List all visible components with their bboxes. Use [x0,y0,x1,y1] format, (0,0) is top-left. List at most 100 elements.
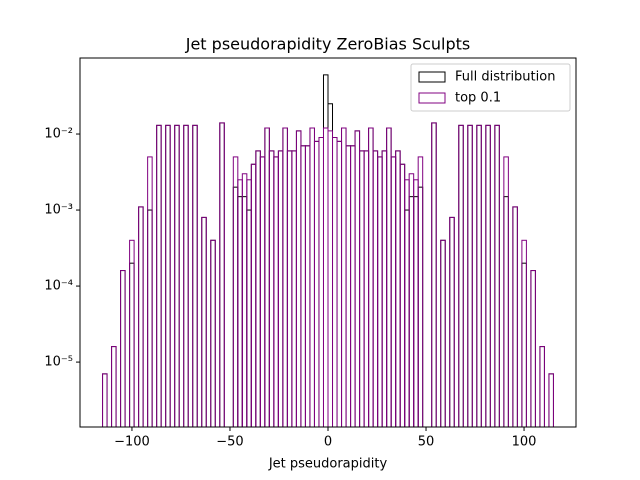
histogram-bar [332,137,338,427]
histogram-bar [458,124,464,427]
histogram-bar [268,150,275,427]
histogram-bar [413,179,419,427]
histogram-bar [318,137,324,427]
histogram-bar [494,124,500,427]
histogram-bar [183,124,189,427]
histogram-bar [458,124,464,427]
histogram-bar [377,156,383,427]
y-tick-label: 10⁻⁵ [44,355,73,370]
histogram-bar [449,216,455,427]
histogram-bar [201,216,207,427]
histogram-bar [192,124,198,427]
histogram-bar [111,346,117,427]
histogram-bar [138,206,144,427]
histogram-bar [341,127,347,427]
histogram-bar [129,262,135,427]
histogram-bar [485,124,491,427]
histogram-bar [417,186,424,427]
histogram-bar [345,145,352,427]
histogram-bar [246,209,252,427]
histogram-bar [219,122,225,427]
histogram-bar [395,150,401,427]
histogram-bar [512,206,518,427]
histogram-bar [503,156,509,427]
histogram-bar [390,156,397,427]
histogram-bar [548,373,554,427]
y-tick-label: 10⁻² [44,127,73,142]
histogram-bar [286,150,293,427]
histogram-bar [512,206,518,427]
histogram-bar [250,163,257,427]
histogram-bar [404,179,410,427]
histogram-bar [259,156,266,427]
histogram-bar [147,156,153,427]
histogram-bar [336,140,343,427]
legend-swatch [418,92,446,104]
histogram-bar [368,127,374,427]
histogram-bar [120,270,126,427]
histogram-bar [408,173,415,427]
histogram-bar [147,209,153,427]
histogram-bar [255,150,261,427]
histogram-bar [417,156,424,427]
histogram-bar [304,145,311,427]
histogram-bar [273,156,279,427]
legend-box [410,63,571,112]
histogram-bar [539,346,545,427]
histogram-bar [246,179,252,427]
histogram-bar [295,130,302,427]
histogram-bar [120,270,126,427]
histogram-bar [102,373,108,427]
histogram-bar [255,150,261,427]
histogram-bar [304,145,311,427]
histogram-bar [232,156,239,427]
y-tick-label: 10⁻³ [44,203,73,218]
histogram-bar [372,150,379,427]
histogram-bar [386,127,392,427]
histogram-bar [431,122,437,427]
histogram-bar [399,163,406,427]
histogram-bar [345,145,352,427]
histogram-bar [386,127,392,427]
histogram-bar [408,196,415,427]
x-tick-label: −50 [216,435,243,450]
histogram-bar [300,145,306,427]
legend-label: Full distribution [455,70,555,85]
histogram-bar [530,270,536,427]
histogram-bar [241,173,248,427]
histogram-bar [467,124,473,427]
histogram-bar [309,127,315,427]
histogram-bar [138,206,144,427]
histogram-bar [309,127,315,427]
histogram-bar [350,145,356,427]
histogram-bar [354,130,361,427]
histogram-bar [232,186,239,427]
histogram-bar [282,127,288,427]
x-axis-label: Jet pseudorapidity [268,457,388,472]
histogram-bar [268,150,275,427]
histogram-bar [174,124,180,427]
histogram-bar [313,140,320,427]
histogram-bar [300,145,306,427]
histogram-bar [503,196,509,427]
histogram-bar [183,124,189,427]
histogram-bar [449,216,455,427]
histogram-bar [210,239,216,427]
histogram-bar [291,150,297,427]
histogram-bar [354,130,361,427]
histogram-bar [341,127,347,427]
histogram-bar [539,346,545,427]
histogram-bar [381,150,388,427]
histogram-bar [399,163,406,427]
histogram-bar [548,373,554,427]
histogram-bar [201,216,207,427]
histogram-bar [156,124,162,427]
histogram-bar [395,150,401,427]
histogram-bar [530,270,536,427]
histogram-bar [363,150,370,427]
histogram-bar [336,140,343,427]
y-tick-label: 10⁻⁴ [44,279,73,294]
histogram-bar [359,150,365,427]
histogram-bar [322,127,329,427]
